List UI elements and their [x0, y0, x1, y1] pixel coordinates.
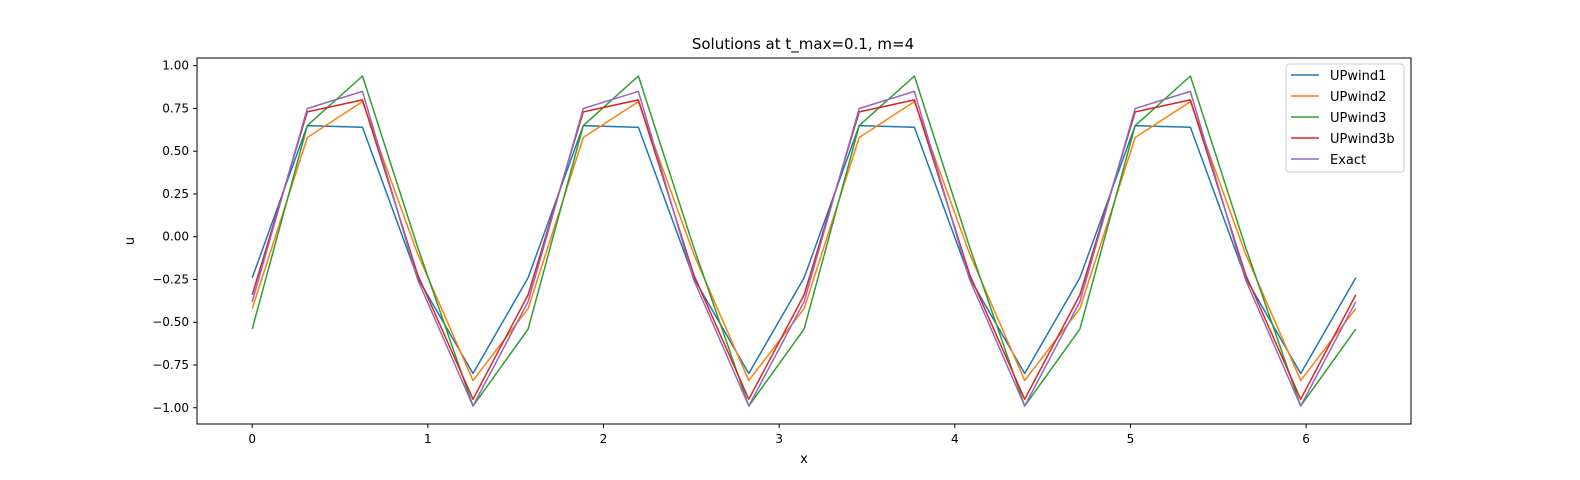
- y-axis: −1.00 −0.75 −0.50 −0.25 0.00 0.25 0.50 0.75 1.00: [152, 59, 197, 415]
- legend-label: UPwind3b: [1330, 132, 1395, 147]
- legend-label: UPwind1: [1330, 69, 1386, 84]
- legend-label: Exact: [1330, 153, 1366, 168]
- y-tick-label: 0.00: [162, 230, 189, 244]
- series-line-exact: [251, 90, 1357, 407]
- x-tick-label: 4: [951, 432, 959, 446]
- y-tick-label: −0.75: [152, 358, 189, 372]
- legend-label: UPwind3: [1330, 111, 1386, 126]
- y-tick-label: −0.50: [152, 315, 189, 329]
- y-tick-label: −1.00: [152, 401, 189, 415]
- x-tick-label: 6: [1302, 432, 1310, 446]
- legend: UPwind1 UPwind2 UPwind3 UPwind3b Exact: [1285, 63, 1405, 173]
- plot-frame: [196, 57, 1412, 425]
- legend-frame: [1285, 63, 1405, 173]
- legend-label: UPwind2: [1330, 90, 1386, 105]
- x-tick-label: 2: [600, 432, 608, 446]
- y-tick-label: −0.25: [152, 272, 189, 286]
- x-tick-label: 0: [248, 432, 256, 446]
- series-layer: [251, 75, 1357, 407]
- x-axis-label: x: [800, 452, 808, 467]
- series-line-upwind3b: [251, 99, 1357, 400]
- series-line-upwind2: [251, 100, 1357, 382]
- series-line-upwind3: [251, 75, 1357, 407]
- y-axis-label: u: [123, 237, 138, 245]
- series-line-upwind1: [251, 124, 1357, 375]
- y-tick-label: 0.25: [162, 187, 189, 201]
- x-tick-label: 3: [775, 432, 783, 446]
- y-tick-label: 0.50: [162, 144, 189, 158]
- plot-area: [197, 58, 1411, 424]
- x-axis: 0 1 2 3 4 5 6: [248, 424, 1310, 446]
- y-tick-label: 1.00: [162, 59, 189, 73]
- x-tick-label: 1: [424, 432, 432, 446]
- x-tick-label: 5: [1127, 432, 1135, 446]
- chart-title: Solutions at t_max=0.1, m=4: [692, 35, 914, 54]
- y-tick-label: 0.75: [162, 101, 189, 115]
